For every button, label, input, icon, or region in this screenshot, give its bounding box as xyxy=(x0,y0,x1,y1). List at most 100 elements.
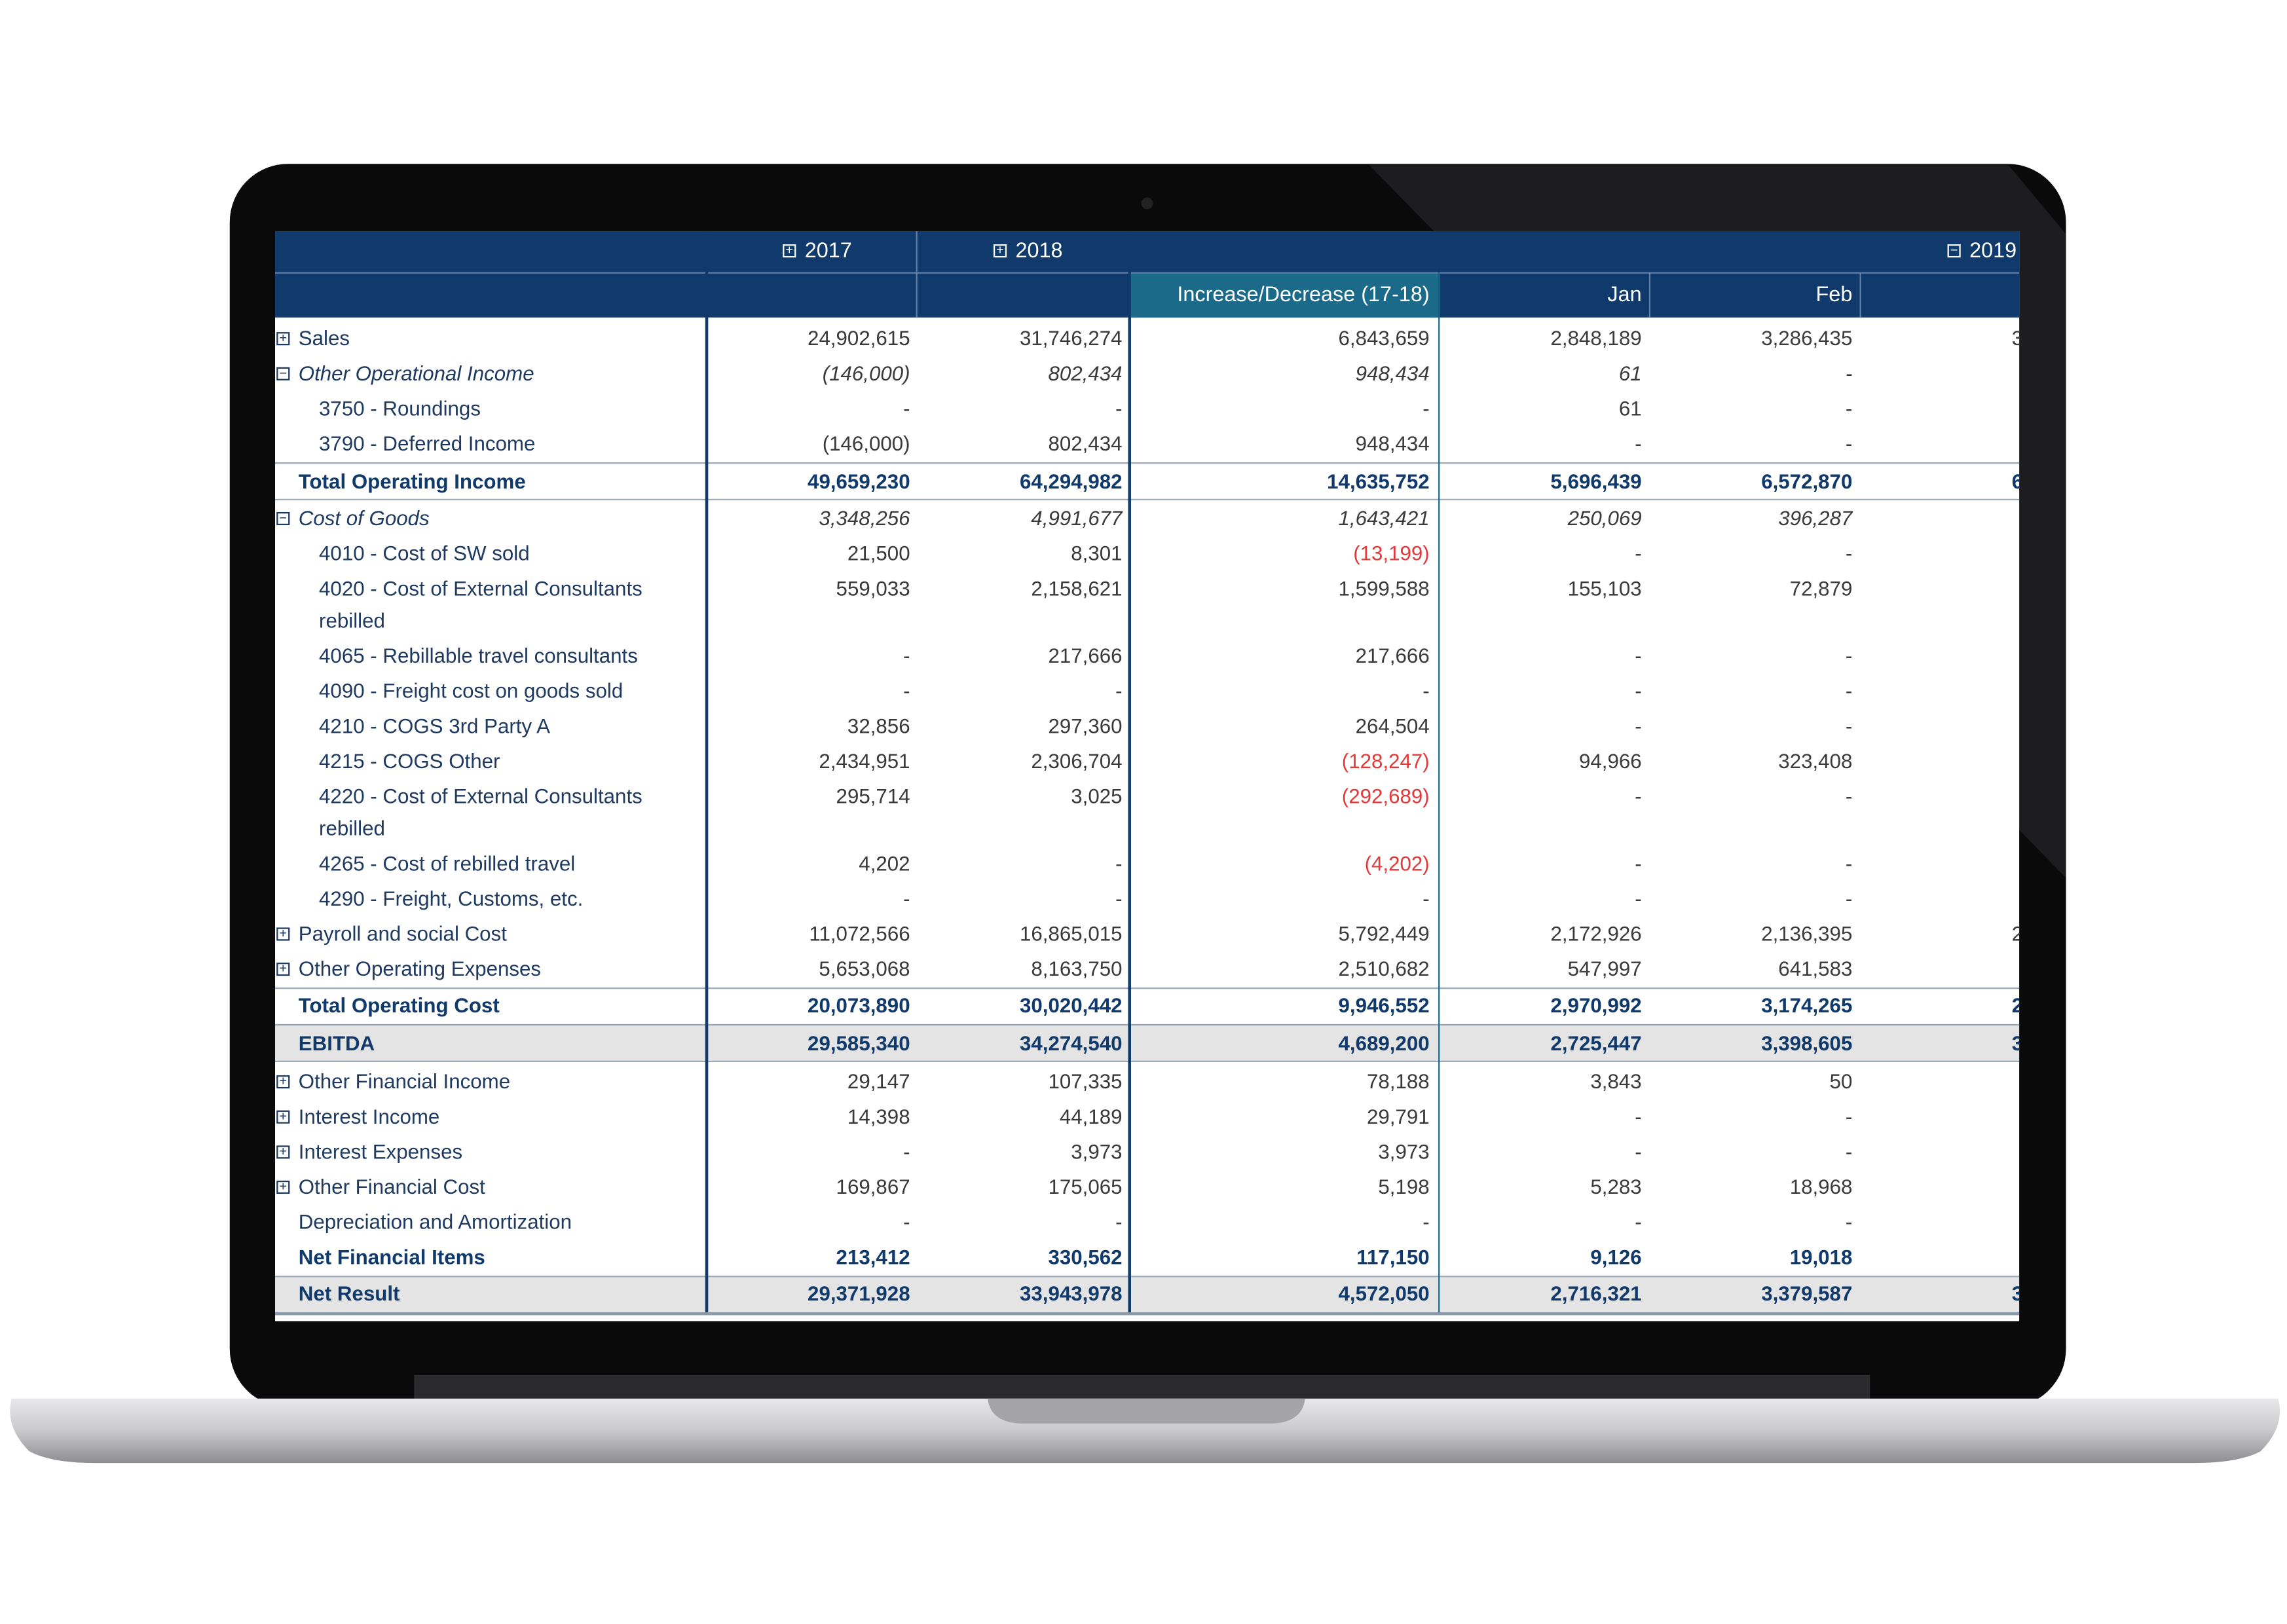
cell-value: - xyxy=(1845,396,1853,420)
expand-icon[interactable]: + xyxy=(276,962,290,976)
cell-value: 49,659,230 xyxy=(808,470,910,493)
row-line xyxy=(275,1060,2020,1062)
year-header[interactable]: 2018 xyxy=(1015,240,1063,264)
cell-value: 14,398 xyxy=(847,1104,910,1128)
expand-icon[interactable]: + xyxy=(276,1075,290,1089)
cell-value: 297,360 xyxy=(1048,714,1123,737)
cell-value: - xyxy=(903,1209,910,1234)
expand-icon[interactable]: + xyxy=(276,1145,290,1159)
cell-value: (292,689) xyxy=(1341,784,1430,808)
row-label: Cost of Goods xyxy=(298,506,430,530)
cell-value: - xyxy=(1845,784,1853,808)
cell-value: 2,902 xyxy=(2012,989,2019,1021)
cell-value: 9,126 xyxy=(1590,1245,1642,1268)
cell-value: 4,991,677 xyxy=(1031,506,1123,530)
row-line xyxy=(275,1312,2020,1316)
cell-value: 29,791 xyxy=(1367,1104,1430,1128)
camera xyxy=(1141,197,1153,210)
cell-value: 117,150 xyxy=(1356,1245,1430,1268)
cell-value: - xyxy=(1845,1104,1853,1128)
row-label: Payroll and social Cost xyxy=(298,921,507,946)
cell-value: - xyxy=(903,1139,910,1164)
cell-value: 11,072,566 xyxy=(809,921,910,946)
cell-value: - xyxy=(1845,541,1853,565)
header-divider xyxy=(275,272,2020,274)
col-line xyxy=(1438,272,1440,1312)
expand-icon[interactable]: + xyxy=(276,927,290,941)
cell-value: 6,843,659 xyxy=(1338,326,1430,350)
cell-value: - xyxy=(1845,1209,1853,1234)
cell-value: 6,001 xyxy=(2012,465,2019,497)
cell-value: - xyxy=(903,886,910,910)
cell-value: 2,123 xyxy=(2012,917,2019,950)
cell-value: 4,202 xyxy=(859,851,910,875)
expand-icon[interactable]: + xyxy=(783,244,796,258)
cell-value: 61 xyxy=(1618,361,1642,385)
cell-value: 29,147 xyxy=(847,1069,910,1093)
cell-value: 21,500 xyxy=(847,541,910,565)
cell-value: 155,103 xyxy=(1567,576,1642,600)
expand-icon[interactable]: + xyxy=(276,1180,290,1194)
cell-value: 72,879 xyxy=(1789,576,1853,600)
cell-value: 2,848,189 xyxy=(1550,326,1642,350)
cell-value: - xyxy=(1635,644,1642,667)
cell-value: 2,172,926 xyxy=(1550,921,1642,946)
cell-value: 5,696,439 xyxy=(1550,470,1642,493)
cell-value: 33,943,978 xyxy=(1019,1282,1123,1305)
cell-value: 5,653,068 xyxy=(819,957,910,980)
cell-value: 175,065 xyxy=(1048,1174,1123,1198)
row-label: Net Result xyxy=(298,1282,400,1305)
row-label: Interest Expenses xyxy=(298,1139,463,1164)
base xyxy=(10,1398,2280,1464)
collapse-icon[interactable]: − xyxy=(276,511,290,526)
cell-value: 6,572,870 xyxy=(1761,470,1853,493)
cell-value: 3,099 xyxy=(2012,1027,2019,1059)
cell-value: (13,199) xyxy=(1353,541,1430,565)
cell-value: 50 xyxy=(1829,1069,1853,1093)
cell-value: 32,856 xyxy=(847,714,910,737)
year-header[interactable]: 2019 xyxy=(1969,240,2017,264)
cell-value: - xyxy=(1635,1104,1642,1128)
row-label: Depreciation and Amortization xyxy=(298,1209,572,1234)
expand-icon[interactable]: + xyxy=(993,244,1007,258)
cell-value: 94,966 xyxy=(1578,748,1642,773)
cell-value: - xyxy=(903,396,910,420)
expand-icon[interactable]: + xyxy=(276,331,290,346)
year-header[interactable]: 2017 xyxy=(804,240,852,264)
cell-value: 641,583 xyxy=(1778,957,1853,980)
cell-value: 3,082 xyxy=(2012,1277,2019,1309)
cell-value: 34,274,540 xyxy=(1019,1031,1123,1055)
cell-value: 547,997 xyxy=(1567,957,1642,980)
row-label: Other Operational Income xyxy=(298,361,534,385)
cell-value: 948,434 xyxy=(1355,432,1430,455)
cell-value: 250,069 xyxy=(1567,506,1642,530)
cell-value: - xyxy=(1635,432,1642,455)
cell-value: 3,025 xyxy=(1071,784,1123,808)
cell-value: 8,163,750 xyxy=(1031,957,1123,980)
cell-value: 213,412 xyxy=(836,1245,910,1268)
cell-value: 78,188 xyxy=(1367,1069,1430,1093)
cell-value: - xyxy=(1845,361,1853,385)
cell-value: 44,189 xyxy=(1059,1104,1123,1128)
cell-value: 1,599,588 xyxy=(1338,576,1430,600)
cell-value: (146,000) xyxy=(822,361,910,385)
cell-value: - xyxy=(1115,678,1123,703)
collapse-icon[interactable]: − xyxy=(1947,244,1961,258)
expand-icon[interactable]: + xyxy=(276,1110,290,1124)
collapse-icon[interactable]: − xyxy=(276,367,290,380)
cell-value: - xyxy=(1845,851,1853,875)
row-label: 4215 - COGS Other xyxy=(319,748,500,773)
cell-value: 4,572,050 xyxy=(1338,1282,1430,1305)
cell-value: - xyxy=(1115,851,1123,875)
cell-value: 948,434 xyxy=(1355,361,1430,385)
cell-value: 396,287 xyxy=(1778,506,1853,530)
ebitda-bg xyxy=(275,1024,2020,1061)
row-label: Total Operating Cost xyxy=(298,993,500,1017)
cell-value: - xyxy=(1845,432,1853,455)
cell-value: 14,635,752 xyxy=(1327,470,1430,493)
cell-value: 16,865,015 xyxy=(1019,921,1123,946)
cell-value: 2,136,395 xyxy=(1761,921,1853,946)
cell-value: 3,100 xyxy=(2012,322,2019,354)
cell-value: - xyxy=(1635,1209,1642,1234)
header-highlight xyxy=(1128,272,1439,318)
